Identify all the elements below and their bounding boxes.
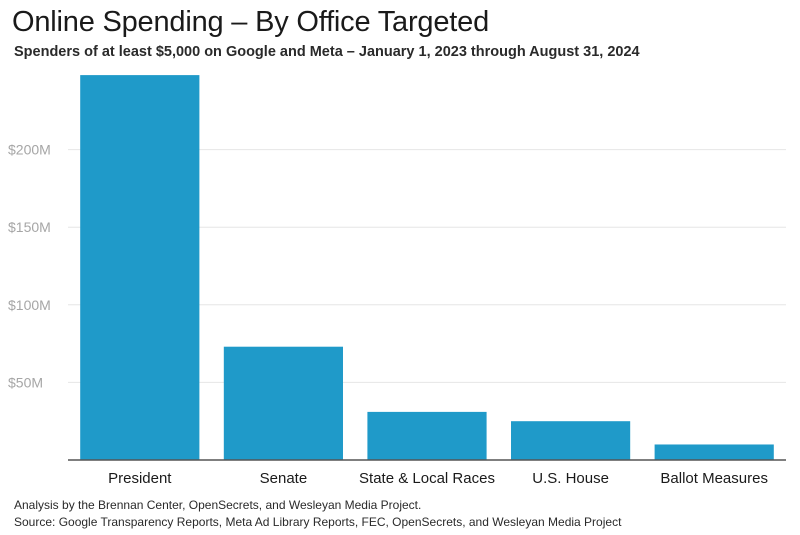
x-axis-ticks: President Senate State & Local Races U.S. H… xyxy=(108,470,768,487)
bar-state-local-races xyxy=(367,411,487,460)
y-tick-label: $50M xyxy=(8,374,43,390)
x-tick-label: U.S. House xyxy=(532,470,609,487)
y-tick-label: $150M xyxy=(8,219,51,235)
bar-u-s-house xyxy=(511,421,631,460)
bar-ballot-measures xyxy=(654,444,774,460)
footer-analysis: Analysis by the Brennan Center, OpenSecr… xyxy=(14,498,422,512)
bar-senate xyxy=(223,346,343,460)
bar-president xyxy=(80,75,200,460)
bars xyxy=(80,75,774,460)
x-tick-label: State & Local Races xyxy=(359,470,495,487)
y-tick-label: $200M xyxy=(8,142,51,158)
x-tick-label: Ballot Measures xyxy=(660,470,768,487)
y-tick-label: $100M xyxy=(8,297,51,313)
footer-source: Source: Google Transparency Reports, Met… xyxy=(14,515,622,529)
chart-title: Online Spending – By Office Targeted xyxy=(12,6,489,38)
x-tick-label: Senate xyxy=(260,470,308,487)
y-axis-ticks: $50M $100M $150M $200M xyxy=(8,142,51,391)
x-tick-label: President xyxy=(108,470,172,487)
chart-subtitle: Spenders of at least $5,000 on Google an… xyxy=(14,44,640,60)
